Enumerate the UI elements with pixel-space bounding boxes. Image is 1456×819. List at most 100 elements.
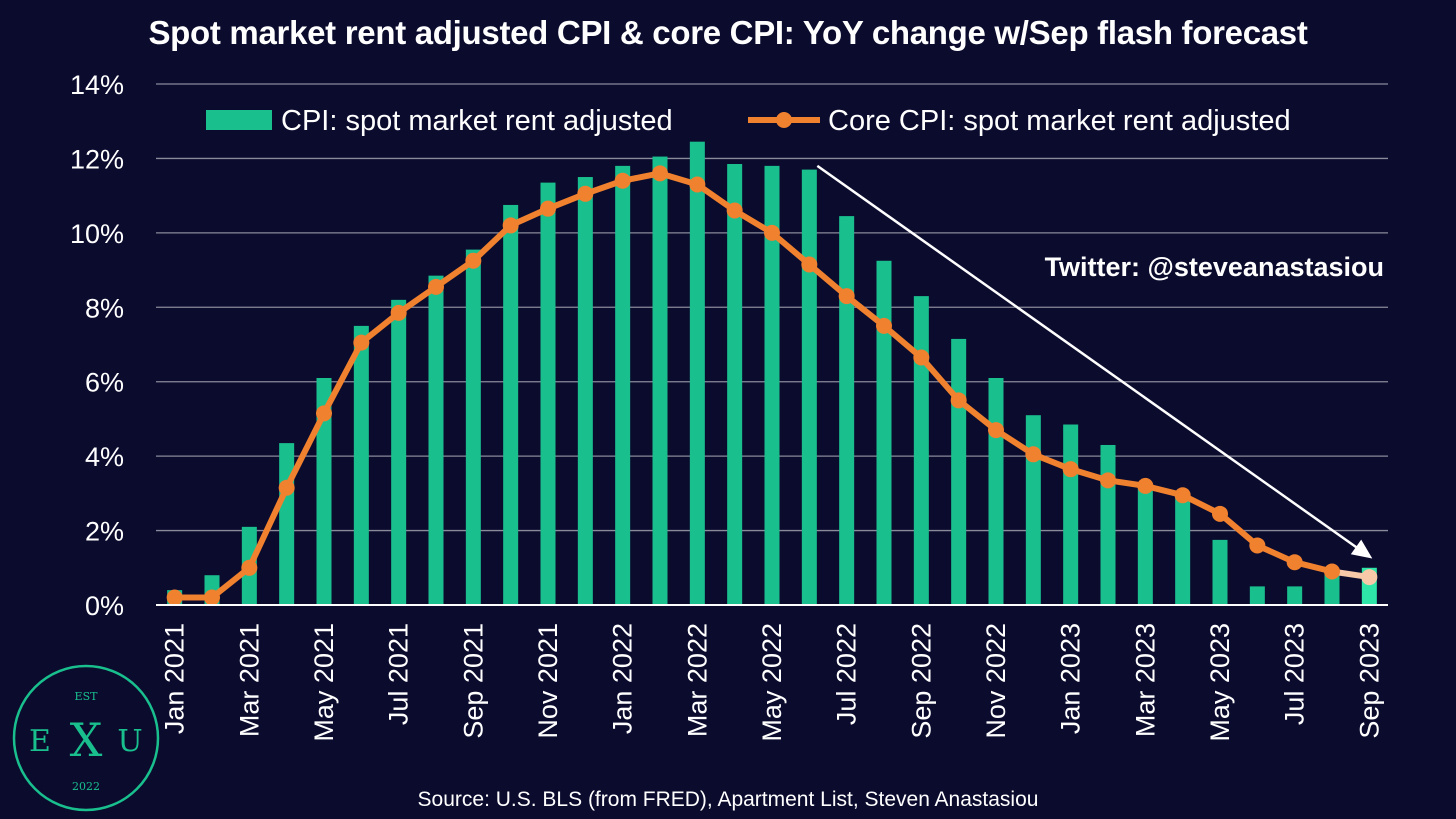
bar bbox=[428, 275, 444, 605]
bar bbox=[1175, 493, 1191, 605]
bar bbox=[540, 182, 556, 605]
line-point bbox=[801, 256, 818, 273]
line-point bbox=[1100, 472, 1116, 489]
bar bbox=[279, 443, 295, 605]
trend-arrow-head bbox=[1350, 539, 1373, 559]
bar bbox=[1063, 424, 1079, 605]
bar bbox=[913, 296, 929, 605]
x-axis: Jan 2021 Mar 2021 May 2021 Jul 2021 Sep 2021… bbox=[156, 604, 1388, 742]
line-point bbox=[316, 405, 332, 422]
bar bbox=[1249, 586, 1265, 605]
logo-letter-mid: X bbox=[70, 713, 103, 767]
line-point bbox=[614, 172, 631, 189]
line-point bbox=[540, 200, 556, 217]
line-point bbox=[166, 589, 183, 606]
line-point bbox=[876, 317, 892, 334]
x-tick-label: Jul 2021 bbox=[384, 623, 414, 725]
x-tick-label: May 2023 bbox=[1205, 623, 1235, 742]
source-note: Source: U.S. BLS (from FRED), Apartment … bbox=[417, 788, 1039, 811]
x-tick-label: Jan 2023 bbox=[1056, 623, 1086, 734]
line-point bbox=[241, 559, 258, 576]
y-tick-label: 6% bbox=[85, 368, 124, 398]
x-tick-label: Jan 2021 bbox=[160, 623, 190, 734]
logo-top-text: EST bbox=[75, 690, 99, 703]
x-tick-label: Mar 2021 bbox=[234, 623, 264, 737]
y-axis: 0% 2% 4% 6% 8% 10% 12% 14% bbox=[70, 70, 124, 621]
line-point bbox=[577, 185, 594, 202]
line-point bbox=[502, 217, 519, 234]
bar bbox=[801, 169, 817, 606]
x-tick-label: Jul 2023 bbox=[1280, 623, 1310, 725]
line-point bbox=[652, 165, 668, 182]
line-point bbox=[390, 304, 407, 321]
logo-letter-right: U bbox=[117, 724, 142, 759]
line-point bbox=[1249, 537, 1266, 554]
x-tick-label: Mar 2022 bbox=[682, 623, 712, 737]
bar bbox=[1212, 539, 1228, 605]
bar bbox=[876, 260, 892, 605]
bar-series bbox=[167, 141, 1377, 606]
bar bbox=[1287, 586, 1303, 605]
x-tick-label: Sep 2021 bbox=[458, 623, 488, 739]
legend-swatch-marker bbox=[776, 112, 792, 128]
legend-swatch-bars bbox=[206, 110, 272, 130]
line-point bbox=[1137, 477, 1154, 494]
line-point bbox=[838, 288, 855, 305]
line-series bbox=[166, 165, 1378, 606]
x-tick-label: Nov 2021 bbox=[533, 623, 563, 739]
bar bbox=[988, 377, 1004, 605]
y-tick-label: 12% bbox=[70, 144, 124, 174]
bar bbox=[727, 164, 743, 605]
line-point bbox=[1025, 446, 1042, 463]
line-point bbox=[353, 334, 370, 351]
logo: EST E X U 2022 bbox=[12, 664, 160, 812]
bar bbox=[1025, 415, 1041, 605]
legend-label-bars: CPI: spot market rent adjusted bbox=[281, 105, 673, 137]
bar bbox=[839, 216, 855, 605]
y-tick-label: 4% bbox=[85, 442, 124, 472]
x-tick-label: Mar 2023 bbox=[1130, 623, 1160, 737]
line-point bbox=[204, 589, 220, 606]
bar bbox=[689, 141, 705, 606]
line-point bbox=[428, 278, 444, 295]
bar bbox=[316, 377, 332, 605]
legend-label-line: Core CPI: spot market rent adjusted bbox=[828, 105, 1291, 137]
bar bbox=[652, 156, 668, 605]
bar bbox=[615, 165, 631, 605]
x-tick-label: Sep 2022 bbox=[906, 623, 936, 739]
trend-arrow bbox=[816, 164, 1364, 553]
logo-letter-left: E bbox=[29, 724, 51, 759]
x-tick-label: May 2022 bbox=[757, 623, 787, 742]
line-point bbox=[913, 349, 930, 366]
line-point bbox=[1324, 563, 1340, 580]
y-tick-label: 0% bbox=[85, 591, 124, 621]
line-point bbox=[726, 202, 743, 219]
bar bbox=[577, 177, 593, 606]
logo-year: 2022 bbox=[72, 780, 100, 793]
bar bbox=[951, 338, 967, 605]
line-point bbox=[1212, 505, 1228, 522]
x-tick-label: Jul 2022 bbox=[832, 623, 862, 725]
x-tick-label: Nov 2022 bbox=[981, 623, 1011, 739]
annotations: Twitter: @steveanastasiou bbox=[816, 164, 1384, 559]
bar bbox=[465, 249, 481, 605]
line-point bbox=[465, 252, 482, 269]
line-point bbox=[1062, 461, 1079, 478]
bar bbox=[1100, 444, 1116, 605]
line-point bbox=[1361, 569, 1378, 586]
line-point bbox=[1286, 554, 1303, 571]
line-point bbox=[988, 422, 1004, 439]
y-tick-label: 8% bbox=[85, 293, 124, 323]
logo-ring bbox=[12, 664, 160, 812]
x-tick-label: Jan 2022 bbox=[608, 623, 638, 734]
line-point bbox=[689, 176, 706, 193]
chart-title: Spot market rent adjusted CPI & core CPI… bbox=[148, 14, 1308, 51]
bar bbox=[391, 299, 407, 605]
y-tick-label: 2% bbox=[85, 517, 124, 547]
y-tick-label: 14% bbox=[70, 70, 124, 100]
x-tick-label: May 2021 bbox=[309, 623, 339, 742]
line-path bbox=[174, 170, 1333, 601]
watermark-text: Twitter: @steveanastasiou bbox=[1045, 252, 1384, 282]
line-point bbox=[764, 224, 780, 241]
line-point bbox=[278, 479, 295, 496]
